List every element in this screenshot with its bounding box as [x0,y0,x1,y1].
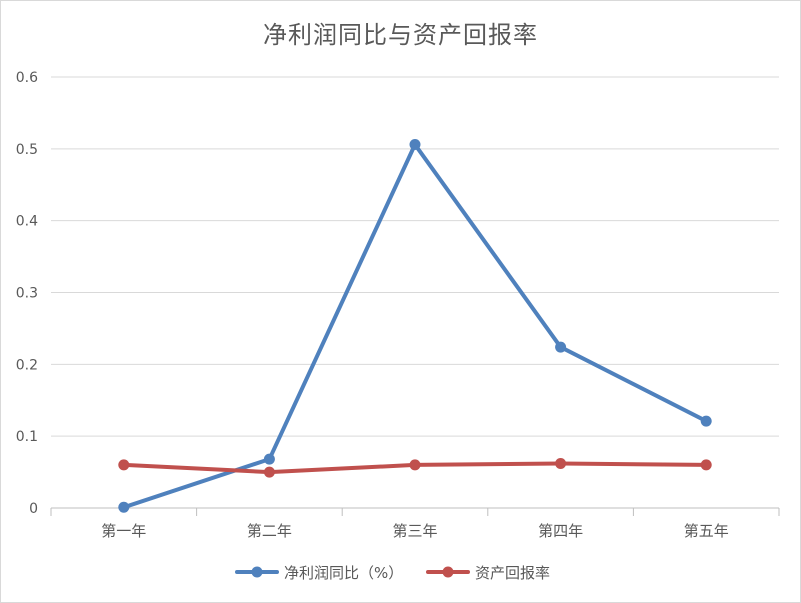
y-tick-label: 0.4 [16,214,38,230]
data-point [263,453,275,465]
data-point [118,459,130,471]
x-tick-label: 第三年 [392,522,437,540]
y-tick-label: 0 [29,501,38,517]
y-tick-label: 0.2 [16,357,38,373]
legend-label: 资产回报率 [475,564,550,582]
x-tick-label: 第二年 [247,522,292,540]
chart-title: 净利润同比与资产回报率 [263,21,538,49]
data-point [409,139,421,151]
series-line-1 [121,142,709,510]
data-point [263,466,275,478]
data-point [118,501,130,513]
data-point [700,459,712,471]
y-tick-label: 0.1 [16,429,38,445]
x-tick-label: 第四年 [538,522,583,540]
legend-swatch-marker [442,566,454,578]
data-point [409,459,421,471]
legend-swatch-marker [251,566,263,578]
y-tick-label: 0.6 [16,70,38,86]
x-tick-label: 第五年 [684,522,729,540]
y-tick-label: 0.3 [16,286,38,302]
legend-label: 净利润同比（%） [284,564,403,582]
x-tick-label: 第一年 [101,522,146,540]
data-point [700,415,712,427]
data-point [555,341,567,353]
y-tick-label: 0.5 [16,142,38,158]
data-point [555,457,567,469]
